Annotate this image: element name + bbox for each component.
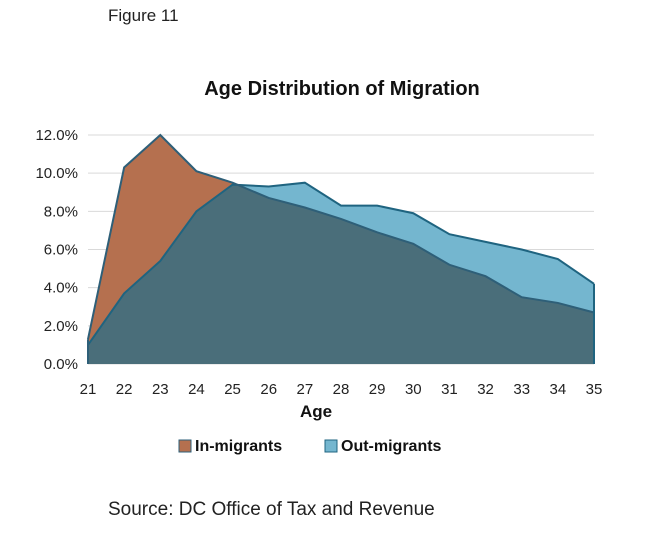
x-tick-label: 21 <box>80 381 97 398</box>
x-tick-label: 26 <box>260 381 277 398</box>
x-tick-label: 34 <box>550 381 567 398</box>
y-tick-label: 10.0% <box>35 165 78 182</box>
plot-areas <box>87 133 595 364</box>
y-tick-label: 4.0% <box>44 280 78 297</box>
x-tick-label: 23 <box>152 381 169 398</box>
y-axis-ticks: 0.0% 2.0% 4.0% 6.0% 8.0% 10.0% 12.0% <box>35 127 78 373</box>
source-note: Source: DC Office of Tax and Revenue <box>108 499 435 520</box>
legend-label-out-migrants: Out-migrants <box>341 438 442 455</box>
y-tick-label: 12.0% <box>35 127 78 144</box>
x-tick-label: 22 <box>116 381 133 398</box>
x-tick-label: 32 <box>477 381 494 398</box>
y-tick-label: 8.0% <box>44 203 78 220</box>
y-tick-label: 0.0% <box>44 356 78 373</box>
x-tick-label: 28 <box>333 381 350 398</box>
line-in-migrants <box>87 133 595 340</box>
x-tick-label: 31 <box>441 381 458 398</box>
x-tick-label: 24 <box>188 381 205 398</box>
y-tick-label: 6.0% <box>44 242 78 259</box>
x-tick-label: 35 <box>586 381 603 398</box>
legend-swatch-in-migrants <box>178 439 192 453</box>
x-tick-label: 25 <box>224 381 241 398</box>
y-tick-label: 2.0% <box>44 318 78 335</box>
x-tick-label: 27 <box>297 381 314 398</box>
legend-swatch-out-migrants <box>324 439 338 453</box>
chart-title: Age Distribution of Migration <box>204 78 480 100</box>
legend-label-in-migrants: In-migrants <box>195 438 282 455</box>
x-axis-ticks: 21 22 23 24 25 26 27 28 29 30 31 32 33 34 35 <box>80 381 603 398</box>
x-tick-label: 29 <box>369 381 386 398</box>
x-tick-label: 33 <box>513 381 530 398</box>
x-axis-label: Age <box>300 402 332 421</box>
x-tick-label: 30 <box>405 381 422 398</box>
legend: In-migrants Out-migrants <box>178 438 442 455</box>
line-out-migrants <box>87 181 595 346</box>
figure-label: Figure 11 <box>108 6 179 25</box>
